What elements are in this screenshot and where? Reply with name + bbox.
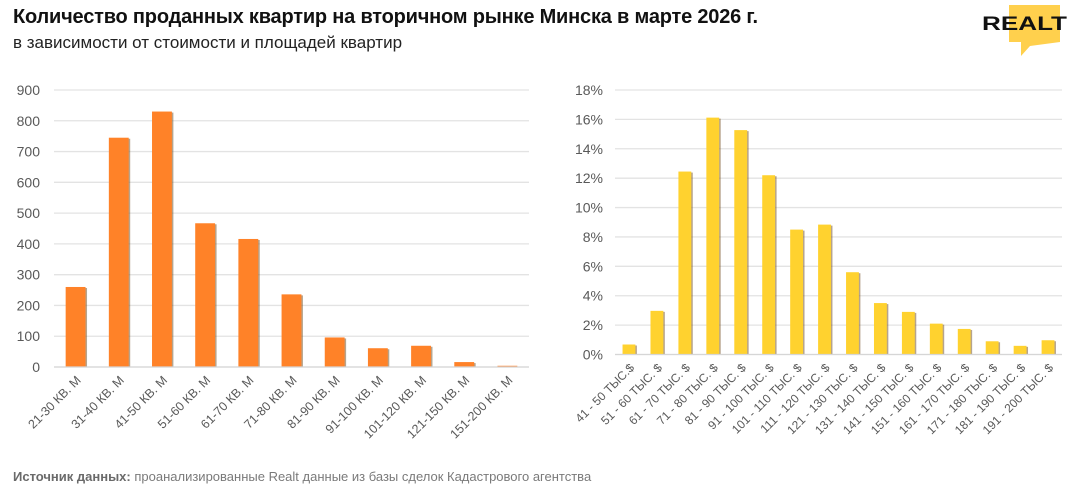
price-bar-fill (650, 310, 664, 355)
price-bar (1041, 340, 1056, 355)
price-y-tick-label: 6% (583, 258, 603, 274)
area-y-tick-label: 800 (17, 113, 41, 129)
price-bar-fill (985, 341, 999, 355)
price-bar (790, 229, 805, 355)
price-bar-fill (957, 328, 971, 355)
price-y-tick-label: 16% (575, 111, 603, 127)
realt-logo: REALT (982, 5, 1068, 56)
price-bar-fill (929, 323, 943, 355)
area-y-tick-label: 600 (17, 174, 41, 190)
price-bar-fill (678, 171, 692, 355)
price-y-tick-label: 4% (583, 288, 603, 304)
price-y-tick-label: 0% (583, 347, 603, 363)
area-bar (454, 362, 476, 367)
chart-title: Количество проданных квартир на вторично… (13, 6, 758, 28)
logo-text: REALT (982, 14, 1068, 35)
area-bar-fill (411, 345, 431, 367)
area-y-tick-label: 700 (17, 144, 41, 160)
price-bar-fill (734, 130, 748, 355)
area-y-tick-label: 200 (17, 297, 41, 313)
price-y-tick-label: 10% (575, 200, 603, 216)
price-bar-fill (846, 272, 859, 355)
price-bar-fill (818, 224, 831, 355)
area-bar-fill (367, 348, 388, 367)
price-bar (706, 117, 721, 355)
area-y-tick-label: 500 (17, 205, 41, 221)
data-source-label: Источник данных: (13, 469, 131, 484)
price-bar-fill (873, 303, 887, 355)
price-bar-fill (622, 344, 636, 355)
area-bar (108, 137, 131, 367)
price-bar (818, 224, 833, 355)
price-bar-fill (706, 117, 720, 355)
price-bar-fill (1013, 345, 1027, 355)
price-bar (957, 328, 973, 355)
price-bar-fill (901, 311, 915, 355)
area-bar (281, 294, 303, 367)
price-bar (678, 171, 693, 355)
area-bar-fill (195, 223, 216, 367)
price-bar-fill (762, 175, 776, 355)
price-bar (1013, 345, 1029, 355)
area-bar (195, 223, 217, 367)
area-bar-fill (152, 111, 172, 368)
price-y-tick-label: 8% (583, 229, 603, 245)
area-bar (367, 348, 390, 367)
area-bar (65, 286, 88, 367)
price-bar (901, 311, 917, 355)
price-bar (762, 175, 777, 355)
price-bar-chart: 0%2%4%6%8%10%12%14%16%18%41 - 50 ТЫС.$51… (573, 82, 1062, 437)
data-source-text: проанализированные Realt данные из базы … (130, 469, 592, 484)
chart-subtitle: в зависимости от стоимости и площадей кв… (13, 33, 403, 52)
price-bar-fill (790, 229, 804, 355)
price-bar (846, 272, 861, 355)
area-bar (238, 238, 260, 367)
price-bar (734, 130, 749, 355)
price-y-tick-label: 2% (583, 317, 603, 333)
price-bar (929, 323, 945, 355)
area-y-tick-label: 900 (17, 82, 41, 98)
price-bar (650, 310, 665, 355)
price-y-tick-label: 12% (575, 170, 603, 186)
price-bar (873, 303, 889, 355)
area-bar-fill (238, 238, 259, 367)
area-bar-fill (454, 362, 475, 367)
area-bar-fill (65, 286, 86, 367)
price-bar-fill (1041, 340, 1055, 355)
price-bar (985, 341, 1001, 355)
logo-speech-bubble-icon (1009, 5, 1060, 56)
area-bar (411, 345, 433, 367)
area-y-tick-label: 100 (17, 328, 41, 344)
area-y-tick-label: 300 (17, 267, 41, 283)
price-bar (622, 344, 637, 355)
area-bar-fill (281, 294, 302, 367)
price-y-tick-label: 18% (575, 82, 603, 98)
area-bar (152, 111, 174, 368)
area-y-tick-label: 400 (17, 236, 41, 252)
price-y-tick-label: 14% (575, 141, 603, 157)
area-bar (324, 337, 347, 367)
area-y-tick-label: 0 (32, 359, 40, 375)
area-bar-fill (108, 137, 129, 367)
area-bar-fill (324, 337, 345, 367)
data-source: Источник данных: проанализированные Real… (13, 469, 591, 484)
